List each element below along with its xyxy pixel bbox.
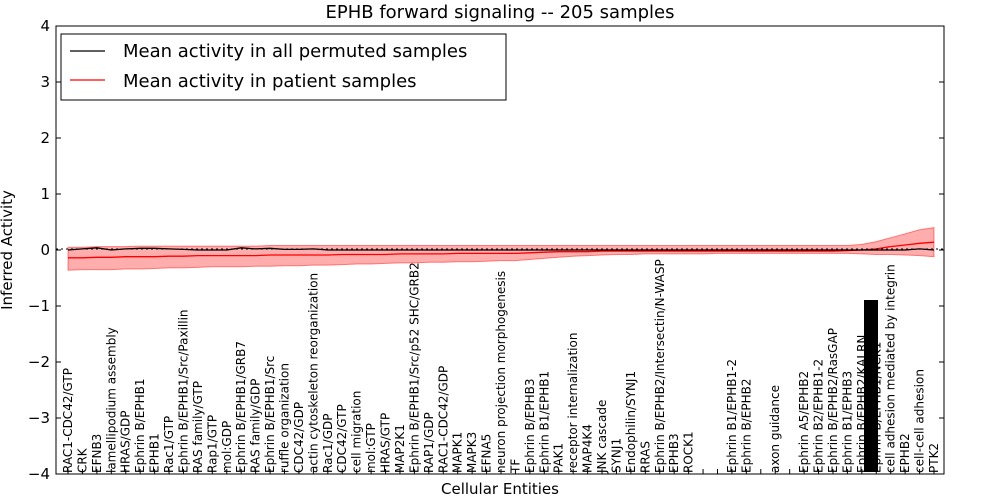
y-tick-label: −3 (28, 409, 50, 427)
x-tick-label: actin cytoskeleton reorganization (306, 273, 320, 473)
y-tick-label: 0 (40, 241, 50, 259)
x-tick-label: Rap1/GTP (205, 415, 219, 473)
y-tick-label: 2 (40, 129, 50, 147)
x-tick-label: RAP1/GDP (422, 412, 436, 473)
chart-title: EPHB forward signaling -- 205 samples (326, 2, 675, 23)
x-tick-label: neuron projection morphogenesis (494, 271, 508, 473)
x-tick-label: cell-cell adhesion (913, 369, 927, 473)
x-tick-label: EFNB3 (90, 434, 104, 473)
x-tick-label: MAP2K1 (393, 424, 407, 473)
x-tick-label: PAK1 (552, 443, 566, 473)
x-tick-label: receptor internalization (566, 333, 580, 473)
x-tick-label: MAP4K4 (581, 424, 595, 473)
x-tick-label: Ephrin A5/EPHB2 (797, 371, 811, 473)
x-tick-label: Rac1/GDP (321, 414, 335, 473)
x-tick-label: Ephrin B/EPHB1 (133, 379, 147, 473)
dense-label-block (864, 300, 878, 472)
x-tick-label: Ephrin B2/EPHB1-2 (812, 359, 826, 473)
x-tick-label: EPHB1 (148, 433, 162, 473)
x-tick-label: Rac1/GTP (162, 416, 176, 473)
y-tick-label: 3 (40, 73, 50, 91)
x-tick-label: RAC1-CDC42/GTP (61, 368, 75, 473)
x-tick-label: Ephrin B/EPHB3 (523, 379, 537, 473)
x-tick-label: Ephrin B/EPHB1/Src/p52 SHC/GRB2 (407, 262, 421, 473)
x-tick-label: ruffle organization (278, 363, 292, 473)
series-line-patient (68, 241, 935, 259)
x-tick-label: EPHB2 (898, 433, 912, 473)
x-tick-label: Ephrin B1/EPHB1 (537, 371, 551, 473)
x-tick-label: PTK2 (927, 443, 941, 473)
x-tick-label: cell adhesion mediated by integrin (884, 264, 898, 473)
x-tick-label: RAS family/GDP (249, 379, 263, 473)
x-tick-label: cell migration (350, 391, 364, 473)
y-tick-label: −1 (28, 297, 50, 315)
x-tick-label: Ephrin B1/EPHB1-2 (725, 359, 739, 473)
legend-label-patient: Mean activity in patient samples (123, 71, 417, 92)
y-tick-label: 4 (40, 17, 50, 35)
x-tick-label: lamellipodium assembly (104, 327, 118, 473)
x-tick-label: Ephrin B/EPHB1/GRB7 (234, 341, 248, 473)
x-tick-labels: RAC1-CDC42/GTP CRK EFNB3 lamellipodium asse… (61, 259, 941, 474)
x-tick-label: HRAS/GTP (379, 413, 393, 473)
series-lines (67, 241, 935, 259)
x-tick-label: mol:GDP (220, 421, 234, 473)
y-axis-label: Inferred Activity (0, 190, 16, 310)
x-tick-label: mol:GTP (364, 423, 378, 473)
x-tick-label: Ephrin B/EPHB2/Intersectin/N-WASP (653, 259, 667, 473)
x-tick-label: RRAS (638, 441, 652, 473)
x-tick-label: JNK cascade (595, 400, 609, 474)
x-tick-label: ROCK1 (682, 431, 696, 473)
legend-label-permuted: Mean activity in all permuted samples (123, 41, 467, 62)
y-axis: −4 −3 −2 −1 0 1 2 3 4 (28, 17, 944, 483)
x-tick-label: CDC42/GTP (335, 404, 349, 473)
x-tick-label: Ephrin B/EPHB2/RasGAP (826, 328, 840, 473)
x-tick-label: EFNA5 (480, 434, 494, 473)
x-tick-label: TF (508, 459, 522, 474)
x-tick-label: Endophilin/SYNJ1 (624, 371, 638, 473)
legend: Mean activity in all permuted samples Me… (60, 33, 507, 101)
x-tick-label: CDC42/GDP (292, 402, 306, 473)
x-tick-label: RAC1-CDC42/GDP (436, 366, 450, 473)
x-tick-label: Ephrin B/EPHB1/Src/Paxillin (176, 309, 190, 473)
y-tick-label: −4 (28, 465, 50, 483)
x-tick-label: CRK (75, 447, 89, 473)
x-tick-label: MAPK3 (465, 432, 479, 473)
x-tick-label: axon guidance (768, 385, 782, 473)
x-tick-label: Ephrin B1/EPHB3 (840, 371, 854, 473)
x-axis-label: Cellular Entities (441, 480, 559, 498)
x-tick-label: HRAS/GDP (119, 410, 133, 473)
x-tick-label: EPHB3 (667, 433, 681, 473)
x-tick-label: Ephrin B/EPHB2 (739, 379, 753, 473)
x-tick-label: SYNJ1 (609, 438, 623, 473)
series-line-permuted (67, 247, 935, 251)
y-tick-label: −2 (28, 353, 50, 371)
x-tick-label: MAPK1 (451, 432, 465, 473)
x-tick-label: RAS family/GTP (191, 381, 205, 473)
legend-box (60, 33, 507, 101)
y-tick-label: 1 (40, 185, 50, 203)
x-tick-label: Ephrin B/EPHB1/Src (263, 356, 277, 473)
